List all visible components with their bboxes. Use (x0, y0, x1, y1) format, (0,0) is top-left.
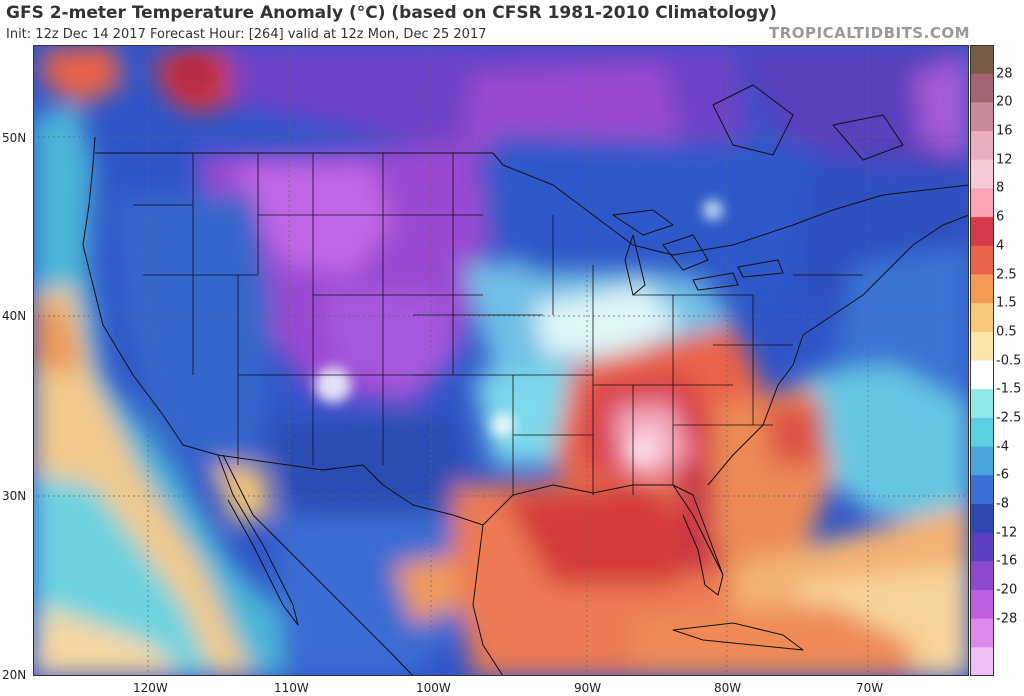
colorbar-swatch (970, 102, 994, 132)
colorbar-swatch (970, 360, 994, 390)
colorbar-label: 4 (996, 238, 1005, 254)
colorbar-swatch (970, 589, 994, 620)
colorbar-swatch (970, 331, 994, 362)
brand-watermark: TROPICALTIDBITS.COM (769, 24, 970, 42)
lon-label-80w: 80W (714, 681, 742, 695)
lon-label-90w: 90W (574, 681, 602, 695)
lat-label-20n: 20N (2, 668, 27, 682)
colorbar-label: -1.5 (996, 381, 1022, 397)
colorbar-label: 0.5 (996, 324, 1017, 340)
colorbar-frame (970, 45, 994, 676)
colorbar-swatch (970, 446, 994, 476)
colorbar-label: -28 (996, 611, 1018, 627)
colorbar-swatch (970, 303, 994, 333)
colorbar-swatch (970, 188, 994, 218)
map-title: GFS 2-meter Temperature Anomaly (°C) (ba… (6, 3, 777, 23)
colorbar-label: 8 (996, 180, 1005, 196)
colorbar-label: -6 (996, 467, 1009, 483)
colorbar-label: -16 (996, 553, 1018, 569)
colorbar-swatch (970, 159, 994, 190)
colorbar-label: 6 (996, 209, 1005, 225)
colorbar-swatch (970, 532, 994, 562)
state-borders (133, 153, 863, 495)
lon-label-110w: 110W (274, 681, 309, 695)
colorbar-swatch (970, 389, 994, 419)
lon-label-100w: 100W (416, 681, 451, 695)
lon-label-70w: 70W (856, 681, 884, 695)
anomaly-map (33, 45, 969, 676)
colorbar-swatch (970, 217, 994, 247)
colorbar-label: -0.5 (996, 353, 1022, 368)
colorbar-label: 1.5 (996, 295, 1017, 311)
colorbar-label: -4 (996, 439, 1009, 454)
colorbar-swatch (970, 503, 994, 534)
lon-label-120w: 120W (133, 681, 168, 695)
colorbar (970, 45, 994, 676)
lat-label-40n: 40N (2, 309, 27, 323)
colorbar-label: 12 (996, 152, 1013, 168)
colorbar-label: 20 (996, 94, 1013, 110)
lat-label-30n: 30N (2, 489, 27, 503)
colorbar-swatch (970, 618, 994, 648)
lat-label-50n: 50N (2, 131, 27, 145)
colorbar-swatch (970, 274, 994, 304)
colorbar-swatch (970, 647, 994, 676)
map-subtitle: Init: 12z Dec 14 2017 Forecast Hour: [26… (6, 27, 487, 42)
colorbar-swatch (970, 417, 994, 448)
colorbar-label: -2.5 (996, 410, 1022, 426)
colorbar-label: 16 (996, 123, 1013, 139)
colorbar-swatch (970, 73, 994, 103)
colorbar-label: -20 (996, 582, 1018, 598)
colorbar-swatch (970, 475, 994, 505)
colorbar-swatch (970, 131, 994, 161)
colorbar-label: -12 (996, 525, 1018, 541)
colorbar-label: 28 (996, 66, 1013, 82)
anomaly-detail (173, 55, 723, 464)
colorbar-swatch (970, 561, 994, 591)
colorbar-swatch (970, 245, 994, 276)
colorbar-swatch (970, 45, 994, 75)
graticule (33, 45, 969, 676)
colorbar-label: -8 (996, 496, 1009, 512)
colorbar-label: 2.5 (996, 267, 1017, 282)
map-frame (33, 45, 969, 676)
